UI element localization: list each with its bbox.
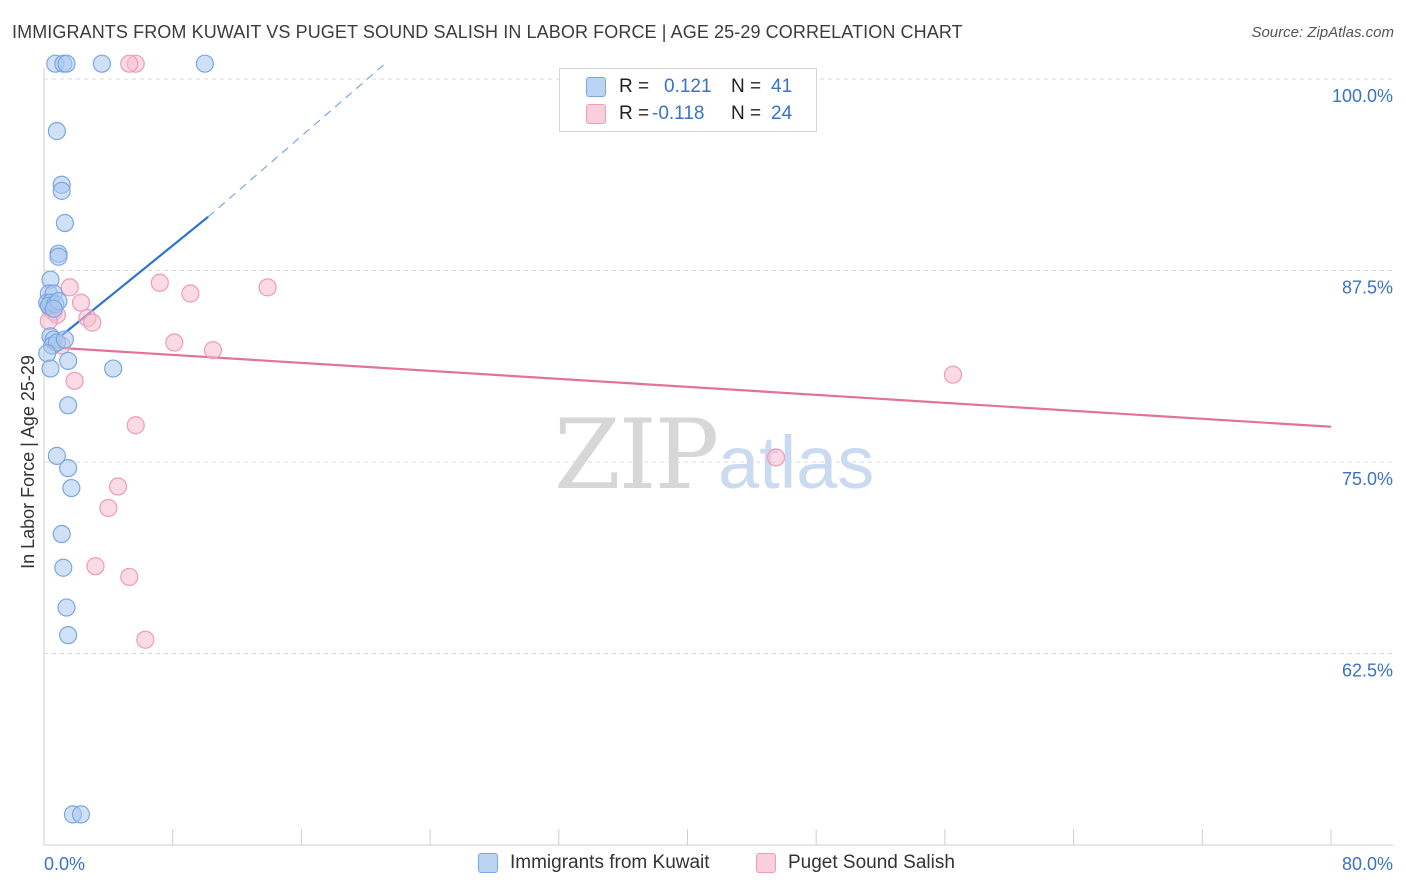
salish-point (71, 293, 91, 312)
kuwait-point (52, 181, 71, 200)
kuwait-point (55, 330, 75, 349)
kuwait-point (49, 247, 68, 266)
kuwait-point (57, 598, 76, 617)
salish-point (181, 284, 200, 303)
salish-trend-line (47, 346, 1332, 428)
legend-r-label: R = (619, 76, 650, 97)
kuwait-trend-extension (207, 63, 386, 218)
kuwait-point (62, 478, 81, 498)
legend-swatch-pink (586, 104, 606, 124)
legend-r-value: -0.118 (652, 103, 705, 124)
watermark: ZIP atlas (554, 399, 874, 511)
legend-n-value: 41 (771, 76, 793, 97)
salish-point (120, 567, 139, 587)
legend-swatch-blue (586, 77, 606, 97)
salish-point (83, 313, 102, 332)
series-legend-label: Immigrants from Kuwait (510, 852, 710, 873)
watermark-atlas: atlas (718, 421, 874, 504)
kuwait-point (59, 351, 78, 371)
salish-point (150, 273, 169, 292)
kuwait-point (38, 344, 57, 363)
kuwait-point (104, 359, 123, 378)
salish-point (203, 341, 223, 360)
kuwait-point (71, 805, 91, 824)
x-tick-label: 0.0% (44, 854, 85, 874)
kuwait-point (44, 299, 63, 318)
salish-point (65, 371, 84, 390)
trend-lines (46, 63, 1332, 428)
series-swatch-blue (478, 853, 498, 873)
salish-point (60, 278, 79, 297)
series-swatch-pink (756, 853, 776, 873)
source-label: Source: ZipAtlas.com (1251, 24, 1394, 41)
series-legend-kuwait[interactable]: Immigrants from Kuwait (478, 852, 710, 874)
salish-point (108, 477, 128, 496)
y-tick-label: 75.0% (1342, 469, 1393, 489)
salish-point (165, 333, 184, 352)
y-tick-label: 62.5% (1342, 661, 1393, 681)
kuwait-point (92, 54, 112, 73)
axis-labels: 100.0% 87.5% 75.0% 62.5% 0.0% 80.0% In Labor F… (18, 86, 1393, 874)
series-legend: Immigrants from Kuwait Puget Sound Salis… (0, 852, 1406, 878)
kuwait-point (59, 626, 78, 645)
salish-point (258, 278, 277, 297)
salish-point (126, 416, 145, 435)
legend-n-label: N = (731, 103, 762, 124)
legend-n-label: N = (731, 76, 762, 97)
data-points (38, 54, 963, 824)
chart-title: IMMIGRANTS FROM KUWAIT VS PUGET SOUND SA… (12, 22, 963, 42)
kuwait-point (52, 524, 71, 544)
legend-n-value: 24 (771, 103, 793, 124)
kuwait-point (47, 446, 66, 465)
kuwait-point (195, 54, 214, 73)
kuwait-point (59, 459, 78, 478)
kuwait-point (59, 396, 78, 415)
salish-point (766, 448, 786, 467)
salish-point (120, 54, 139, 73)
grid-lines (44, 78, 1393, 655)
y-tick-label: 87.5% (1342, 278, 1393, 298)
salish-point (86, 557, 105, 576)
x-tick-label: 80.0% (1342, 854, 1393, 874)
watermark-zip: ZIP (554, 399, 717, 511)
kuwait-point (57, 54, 76, 73)
salish-point (136, 630, 155, 649)
legend-r-label: R = (619, 103, 650, 124)
y-tick-label: 100.0% (1332, 86, 1393, 106)
axes (43, 68, 1393, 846)
series-legend-salish[interactable]: Puget Sound Salish (756, 852, 955, 874)
kuwait-point (41, 359, 60, 378)
salish-point (99, 498, 118, 518)
kuwait-point (47, 122, 66, 141)
series-legend-label: Puget Sound Salish (788, 852, 955, 873)
correlation-legend: R = 0.121 N = 41 R = -0.118 N = 24 (559, 68, 817, 132)
y-axis-label: In Labor Force | Age 25-29 (18, 355, 38, 569)
kuwait-point (54, 558, 73, 577)
kuwait-trend-line (46, 216, 209, 348)
kuwait-point (55, 213, 75, 233)
salish-point (943, 365, 963, 384)
legend-r-value: 0.121 (664, 76, 712, 97)
